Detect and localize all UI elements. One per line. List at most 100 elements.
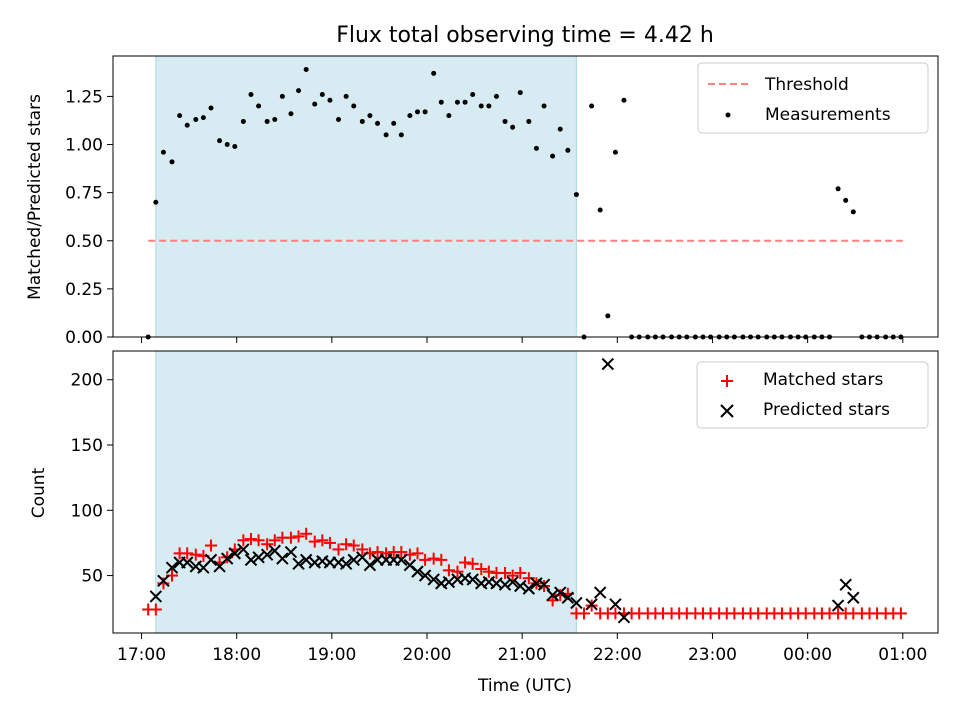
legend-matched-label: Matched stars — [763, 370, 883, 390]
count-y-tick-label: 200 — [71, 371, 103, 391]
predicted-star-point — [427, 573, 440, 586]
measurement-point — [446, 113, 452, 119]
matched-star-point — [482, 565, 495, 578]
matched-star-point — [340, 538, 353, 551]
measurement-point — [454, 99, 460, 105]
ratio-legend-box — [697, 62, 929, 134]
matched-star-point — [268, 534, 281, 547]
matched-star-point — [300, 527, 313, 540]
measurement-point — [303, 66, 309, 72]
measurement-point — [288, 111, 294, 117]
measurement-point — [589, 103, 595, 109]
measurement-point — [407, 113, 413, 119]
count-legend: Matched stars Predicted stars — [696, 361, 929, 429]
predicted-star-point — [585, 598, 598, 611]
predicted-star-point — [831, 599, 845, 612]
legend-measurements-swatch — [725, 112, 731, 118]
matched-star-point — [442, 564, 455, 577]
matched-star-point — [332, 543, 345, 556]
measurement-point — [502, 118, 508, 124]
measurement-point — [470, 91, 476, 97]
matched-star-point — [427, 552, 440, 565]
predicted-star-point — [506, 575, 519, 589]
predicted-star-point — [609, 598, 622, 611]
predicted-star-point — [204, 553, 218, 567]
matched-star-point — [506, 569, 519, 582]
predicted-star-point — [292, 557, 305, 571]
matched-star-point — [149, 603, 162, 616]
ratio-y-tick-label: 0.75 — [65, 184, 103, 204]
measurement-point — [160, 149, 166, 155]
predicted-star-point — [363, 558, 377, 572]
x-tick-label: 20:00 — [403, 645, 452, 665]
measurement-point — [217, 138, 223, 144]
matched-star-point — [894, 607, 907, 620]
measurement-point — [264, 118, 270, 124]
measurement-point — [327, 97, 333, 103]
count-panel: 50 100 150 200 17:00 18:00 19:00 20:00 21:00 22:… — [29, 350, 939, 696]
measurement-point — [414, 109, 420, 115]
matched-stars-series — [142, 527, 907, 620]
matched-star-point — [435, 553, 448, 566]
matched-star-point — [522, 572, 535, 585]
measurement-point — [565, 147, 571, 153]
measurement-point — [835, 186, 841, 192]
matched-star-point — [308, 535, 321, 548]
count-y-tick-label: 50 — [81, 567, 103, 587]
count-legend-box — [696, 361, 929, 429]
predicted-star-point — [339, 557, 353, 571]
ratio-y-tick-label: 0.25 — [65, 280, 103, 300]
measurement-point — [224, 142, 230, 148]
ratio-legend: Threshold Measurements — [697, 62, 929, 134]
matched-star-point — [380, 547, 393, 560]
measurement-point — [422, 109, 428, 115]
matched-star-point — [395, 546, 408, 559]
measurement-point — [621, 97, 627, 103]
matched-star-point — [371, 546, 384, 559]
matched-star-point — [356, 543, 369, 556]
predicted-star-point — [498, 578, 512, 591]
count-y-axis-ticks: 50 100 150 200 — [71, 371, 113, 587]
legend-threshold-label: Threshold — [764, 75, 849, 95]
ratio-y-axis-ticks: 0.00 0.25 0.50 0.75 1.00 1.25 — [65, 87, 113, 348]
measurement-point — [843, 197, 849, 203]
matched-star-point — [237, 534, 250, 547]
count-x-axis-ticks: 17:00 18:00 19:00 20:00 21:00 22:00 23:00 00:00… — [117, 633, 927, 665]
observing-window-span — [155, 350, 577, 634]
count-y-tick-label: 100 — [71, 501, 103, 521]
ratio-panel: 0.00 0.25 0.50 0.75 1.00 1.25 Matched/Predict… — [25, 55, 939, 348]
matched-star-point — [261, 538, 274, 551]
predicted-star-point — [411, 565, 424, 578]
matched-star-point — [323, 536, 336, 549]
predicted-star-point — [442, 575, 456, 589]
matched-star-point — [466, 557, 479, 570]
measurement-point — [612, 149, 618, 155]
x-tick-label: 01:00 — [878, 645, 927, 665]
observing-window-span — [155, 55, 577, 338]
predicted-star-point — [593, 586, 607, 599]
measurement-point — [359, 118, 365, 124]
predicted-star-point — [347, 553, 360, 567]
matched-star-point — [181, 547, 194, 560]
predicted-star-point — [522, 582, 536, 595]
count-panel-frame — [112, 350, 939, 634]
predicted-star-point — [601, 357, 615, 371]
x-tick-label: 17:00 — [117, 645, 166, 665]
matched-star-point — [411, 547, 424, 560]
matched-star-point — [284, 531, 297, 544]
predicted-star-point — [537, 578, 551, 591]
x-tick-label: 23:00 — [688, 645, 737, 665]
x-tick-label: 18:00 — [212, 645, 261, 665]
measurement-point — [557, 126, 563, 132]
measurement-point — [177, 113, 183, 119]
measurement-point — [383, 132, 389, 138]
predicted-star-point — [284, 545, 298, 559]
predicted-star-point — [228, 547, 242, 560]
x-tick-label: 21:00 — [498, 645, 547, 665]
count-y-axis-label: Count — [29, 467, 49, 518]
matched-star-point — [189, 548, 202, 561]
measurement-point — [438, 99, 444, 105]
measurement-point — [597, 207, 603, 213]
measurement-point — [256, 103, 262, 109]
